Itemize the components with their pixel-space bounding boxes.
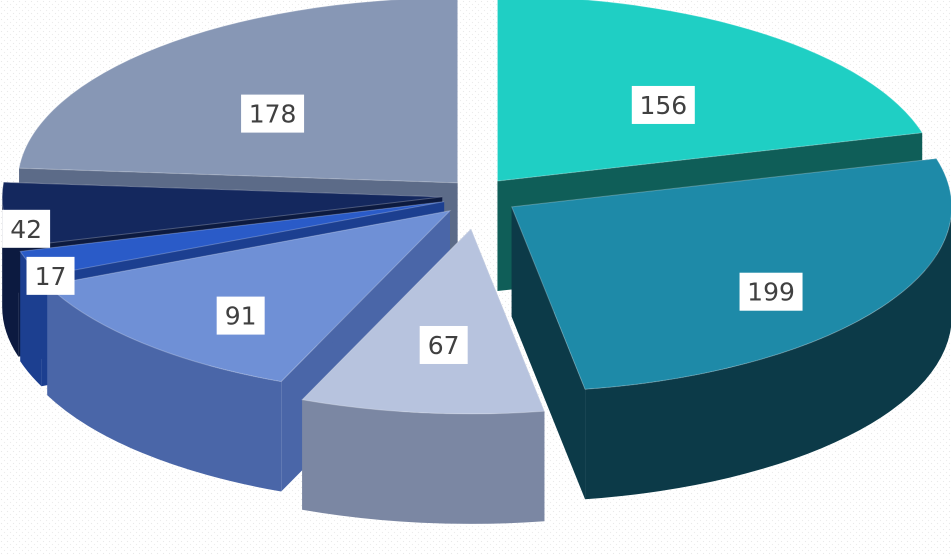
data-label-box xyxy=(216,296,265,335)
slice-outer-side-1 xyxy=(585,216,951,500)
data-labels: 156 199 67 91 17 42 178 xyxy=(2,85,803,364)
data-label-text: 17 xyxy=(35,262,67,291)
data-label-42: 42 xyxy=(2,209,51,248)
data-label-17: 17 xyxy=(26,256,75,295)
data-label-box xyxy=(739,272,803,311)
pie-slice-199 xyxy=(510,158,951,390)
data-label-text: 91 xyxy=(225,302,257,331)
data-label-text: 156 xyxy=(639,91,687,120)
data-label-67: 67 xyxy=(419,325,468,364)
data-label-box xyxy=(26,256,75,295)
pie-slice-67 xyxy=(301,227,546,415)
data-label-text: 199 xyxy=(747,278,795,307)
data-label-box xyxy=(2,209,51,248)
pie-slice-91 xyxy=(46,209,452,383)
data-label-text: 178 xyxy=(249,100,297,129)
data-label-178: 178 xyxy=(241,94,305,133)
data-label-199: 199 xyxy=(739,272,803,311)
pie-slice-156 xyxy=(496,0,924,182)
slice-wall-1-1 xyxy=(511,206,586,500)
data-label-text: 67 xyxy=(428,331,460,360)
data-label-box xyxy=(419,325,468,364)
data-label-text: 42 xyxy=(10,215,42,244)
slice-outer-side-2 xyxy=(302,399,545,524)
slice-tops xyxy=(1,0,951,415)
data-label-91: 91 xyxy=(216,296,265,335)
slice-outer-side-3 xyxy=(47,285,282,492)
data-label-box xyxy=(241,94,305,133)
pie-slice-178 xyxy=(18,0,459,184)
data-label-box xyxy=(631,85,695,124)
data-label-156: 156 xyxy=(631,85,695,124)
